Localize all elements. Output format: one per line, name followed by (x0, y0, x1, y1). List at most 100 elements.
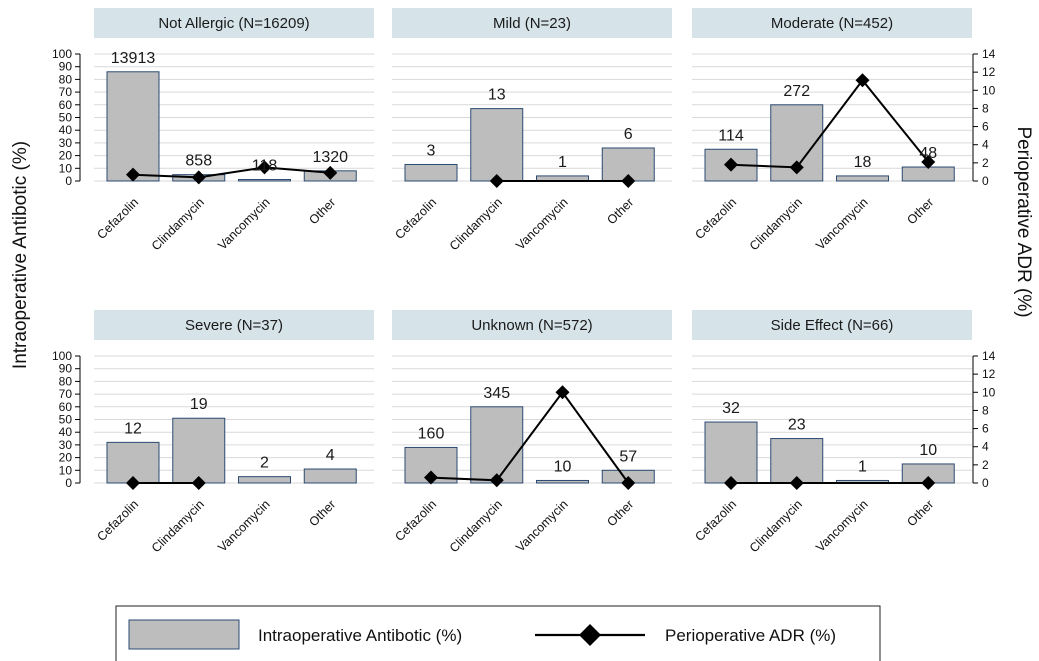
category-label: Vancomycin (513, 497, 570, 554)
adr-marker (126, 167, 140, 182)
adr-marker (489, 473, 504, 488)
bar-count-label: 345 (483, 385, 510, 402)
bar-count-label: 13913 (111, 50, 156, 67)
adr-marker (555, 385, 570, 400)
legend-frame (115, 605, 881, 661)
right-tick-label: 0 (982, 476, 989, 490)
panel-header (94, 310, 374, 340)
adr-marker (855, 73, 870, 88)
legend-diamond-marker (579, 624, 601, 646)
left-tick-label: 10 (59, 463, 73, 477)
panel-title: Unknown (N=572) (471, 317, 592, 334)
left-tick-label: 70 (59, 387, 73, 401)
right-tick-label: 12 (982, 367, 996, 381)
bar (404, 446, 458, 484)
left-tick-label: 0 (65, 476, 72, 490)
left-tick-label: 40 (59, 123, 73, 137)
panel-header (692, 310, 972, 340)
category-label: Other (604, 497, 636, 529)
adr-marker (621, 174, 636, 188)
adr-marker (921, 154, 936, 169)
right-tick-label: 14 (982, 47, 996, 61)
left-tick-label: 20 (59, 149, 73, 163)
panel-1: Not Allergic (N=16209) 010203040506070809… (52, 8, 374, 253)
left-tick-label: 80 (59, 374, 73, 388)
category-label: Other (306, 195, 338, 227)
right-tick-label: 14 (982, 349, 996, 363)
left-tick-label: 30 (59, 438, 73, 452)
bar (901, 166, 955, 182)
category-label: Cefazolin (692, 497, 739, 544)
adr-line (730, 78, 930, 169)
bar (238, 476, 291, 484)
bar (470, 108, 524, 182)
adr-marker (257, 160, 272, 175)
bar-count-label: 114 (718, 127, 744, 144)
category-label: Other (904, 497, 936, 529)
left-tick-label: 70 (59, 85, 73, 99)
bar-count-label: 160 (418, 425, 445, 442)
chart-panels: Not Allergic (N=16209)010203040506070809… (52, 8, 996, 555)
left-tick-label: 30 (59, 136, 73, 150)
panel-header (94, 8, 374, 38)
category-label: Cefazolin (94, 497, 141, 544)
category-label: Vancomycin (513, 195, 570, 252)
category-label: Cefazolin (392, 497, 439, 544)
panel-5: Unknown (N=572) Cefazolin Clindamycin Vanco… (392, 310, 672, 555)
left-tick-label: 60 (59, 400, 73, 414)
panel-3: Moderate (N=452) 0 2 4 6 8 10 12 14 Cefazolin Clin… (692, 8, 996, 253)
bar-count-label: 57 (619, 448, 637, 465)
adr-line (132, 166, 331, 179)
right-tick-label: 2 (982, 156, 989, 170)
category-label: Clindamycin (149, 497, 207, 555)
category-label: Vancomycin (813, 497, 870, 554)
panel-6: Side Effect (N=66) 0 2 4 6 8 10 12 14 Cefazolin Cl… (692, 310, 996, 555)
panel-title: Mild (N=23) (493, 15, 571, 32)
category-label: Cefazolin (94, 195, 141, 242)
right-tick-label: 2 (982, 458, 989, 472)
bar (536, 479, 589, 484)
bar (470, 406, 524, 484)
bar-count-label: 272 (783, 83, 810, 100)
panel-title: Moderate (N=452) (771, 15, 893, 32)
bar-count-label: 1 (858, 458, 867, 475)
bar (836, 175, 889, 182)
category-label: Clindamycin (447, 497, 505, 555)
left-tick-label: 0 (65, 174, 72, 188)
adr-marker (789, 476, 804, 490)
bar-count-label: 48 (919, 145, 937, 162)
category-label: Clindamycin (447, 195, 505, 253)
panel-title: Side Effect (N=66) (771, 317, 894, 334)
bar-count-label: 1320 (312, 149, 348, 166)
left-tick-label: 40 (59, 425, 73, 439)
right-tick-label: 8 (982, 101, 989, 115)
legend-line-label: Perioperative ADR (%) (665, 626, 836, 645)
bar (404, 163, 458, 182)
bar (106, 71, 160, 182)
bar-count-label: 858 (185, 153, 212, 170)
panel-2: Mild (N=23) Cefazolin Clindamycin Vancomyci… (392, 8, 672, 253)
right-axis-title: Perioperative ADR (%) (1013, 126, 1034, 317)
category-label: Other (904, 195, 936, 227)
legend-bar-swatch (128, 619, 240, 650)
left-axis-title: Intraoperative Antibotic (%) (10, 141, 31, 369)
bar-count-label: 6 (624, 126, 633, 143)
left-tick-label: 10 (59, 161, 73, 175)
adr-marker (921, 476, 936, 490)
adr-line (430, 390, 630, 484)
legend-bar-label: Intraoperative Antibotic (%) (258, 626, 462, 645)
adr-marker (191, 476, 206, 490)
adr-marker (621, 476, 636, 490)
adr-marker (323, 165, 338, 180)
bar (172, 417, 226, 484)
right-tick-label: 6 (982, 120, 989, 134)
panel-header (392, 310, 672, 340)
right-tick-label: 6 (982, 422, 989, 436)
legend: Intraoperative Antibotic (%) Perioperati… (115, 605, 881, 661)
category-label: Clindamycin (149, 195, 207, 253)
bar-count-label: 10 (919, 442, 937, 459)
bar-count-label: 118 (252, 158, 278, 175)
adr-marker (724, 476, 738, 490)
